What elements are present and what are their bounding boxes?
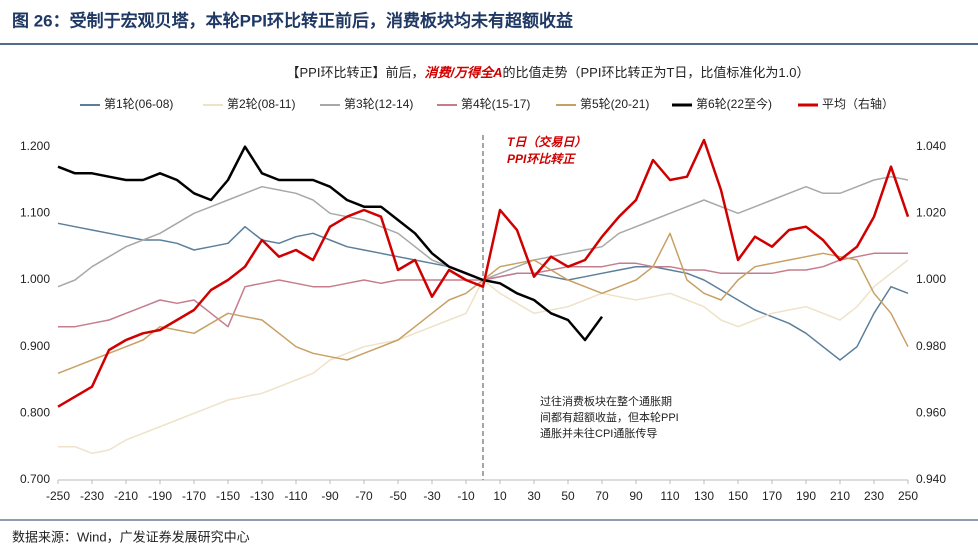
series-line <box>57 145 604 342</box>
y2-tick-label: 1.020 <box>916 206 946 220</box>
x-tick-label: 150 <box>728 489 748 503</box>
legend-label: 第6轮(22至今) <box>696 96 772 111</box>
x-tick-label: 250 <box>898 489 918 503</box>
y-tick-label: 0.800 <box>20 406 50 420</box>
x-tick-label: -110 <box>284 489 307 503</box>
y2-tick-label: 0.940 <box>916 472 946 486</box>
x-tick-label: 130 <box>694 489 714 503</box>
x-tick-label: -90 <box>321 489 339 503</box>
x-tick-label: 50 <box>561 489 575 503</box>
x-tick-label: -250 <box>46 489 70 503</box>
x-tick-label: -30 <box>423 489 441 503</box>
x-tick-label: -50 <box>389 489 407 503</box>
y-tick-label: 1.000 <box>20 272 50 286</box>
chart-subtitle: 【PPI环比转正】前后，消费/万得全A的比值走势（PPI环比转正为T日，比值标准… <box>287 65 810 80</box>
x-tick-label: 10 <box>493 489 507 503</box>
x-tick-label: -170 <box>182 489 206 503</box>
annotation: PPI环比转正 <box>507 152 576 166</box>
legend-label: 第2轮(08-11) <box>227 97 295 111</box>
x-tick-label: 170 <box>762 489 782 503</box>
note-line: 通胀并未往CPI通胀传导 <box>540 426 657 440</box>
note-line: 间都有超额收益，但本轮PPI <box>540 410 679 424</box>
note-line: 过往消费板块在整个通胀期 <box>540 394 672 408</box>
y-tick-label: 0.700 <box>20 472 50 486</box>
annotation: T日（交易日） <box>507 135 586 149</box>
legend-label: 平均（右轴） <box>822 96 894 111</box>
y2-tick-label: 0.960 <box>916 406 946 420</box>
x-tick-label: 190 <box>796 489 816 503</box>
legend-label: 第1轮(06-08) <box>104 97 173 111</box>
x-tick-label: -130 <box>250 489 274 503</box>
x-tick-label: -10 <box>457 489 475 503</box>
y2-tick-label: 1.040 <box>916 139 946 153</box>
legend-label: 第3轮(12-14) <box>344 97 413 111</box>
legend-label: 第4轮(15-17) <box>461 97 530 111</box>
y2-tick-label: 1.000 <box>916 272 946 286</box>
subtitle-highlight: 消费/万得全A <box>424 65 502 80</box>
x-tick-label: 230 <box>864 489 884 503</box>
x-tick-label: -150 <box>216 489 240 503</box>
x-tick-label: 70 <box>595 489 609 503</box>
x-tick-label: -230 <box>80 489 104 503</box>
x-tick-label: -70 <box>355 489 373 503</box>
x-tick-label: 210 <box>830 489 850 503</box>
x-tick-label: 110 <box>660 489 679 503</box>
x-tick-label: -190 <box>148 489 172 503</box>
subtitle-part: 【PPI环比转正】前后， <box>287 65 425 80</box>
x-tick-label: -210 <box>114 489 138 503</box>
legend-label: 第5轮(20-21) <box>580 97 649 111</box>
subtitle-part: 的比值走势（PPI环比转正为T日，比值标准化为1.0） <box>503 65 810 80</box>
source: 数据来源：Wind，广发证券发展研究中心 <box>12 529 250 544</box>
y-tick-label: 1.100 <box>20 206 50 220</box>
chart-title: 图 26：受制于宏观贝塔，本轮PPI环比转正前后，消费板块均未有超额收益 <box>12 10 573 30</box>
x-tick-label: 30 <box>527 489 541 503</box>
y-tick-label: 1.200 <box>20 139 50 153</box>
y-tick-label: 0.900 <box>20 339 50 353</box>
series-line <box>57 138 910 408</box>
x-tick-label: 90 <box>629 489 643 503</box>
y2-tick-label: 0.980 <box>916 339 946 353</box>
